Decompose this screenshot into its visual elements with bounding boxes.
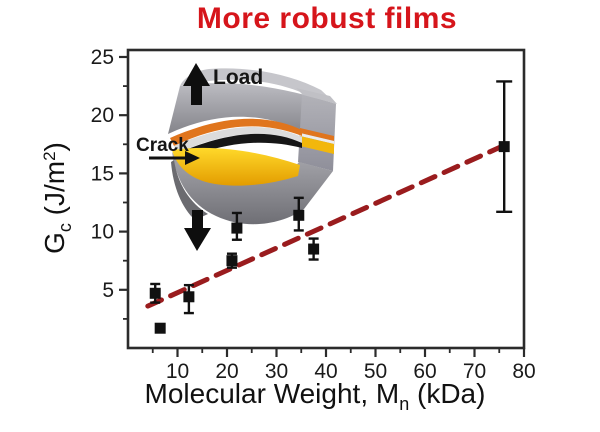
end-face-white-layer (300, 133, 334, 144)
x-tick-label: 50 (364, 360, 387, 383)
x-tick-label: 70 (463, 360, 486, 383)
data-point (149, 287, 161, 299)
load-arrow (183, 63, 210, 105)
y-axis-title: Gc (J/m2) (39, 142, 75, 254)
data-point (498, 141, 510, 153)
white-layer (174, 127, 302, 153)
data-point (231, 222, 243, 234)
beam-end-top-face (296, 88, 337, 104)
crack-arrow (149, 151, 200, 165)
orange-layer (170, 118, 302, 146)
bottom-beam-left-shade (171, 160, 208, 220)
x-tick-label: 30 (265, 360, 288, 383)
x-tick-label: 60 (413, 360, 436, 383)
data-point (226, 255, 238, 267)
y-tick-label: 20 (91, 104, 114, 127)
y-tick-label: 15 (91, 162, 114, 185)
data-point (154, 322, 166, 334)
end-face-orange-layer (300, 128, 334, 141)
trend-line (145, 140, 512, 309)
x-axis-title: Molecular Weight, Mn (kDa) (144, 378, 486, 414)
page-title: More robust films (196, 2, 458, 35)
chart-layer: 10 20 30 40 50 60 70 80 5 10 15 20 25 (91, 46, 536, 383)
top-beam-top-face (180, 68, 336, 104)
data-point (308, 243, 320, 255)
pull-down-arrow (184, 210, 211, 251)
y-tick-label: 25 (91, 46, 114, 69)
y-tick-label: 5 (102, 279, 114, 302)
end-face-yellow-layer (300, 136, 334, 154)
data-point (293, 209, 305, 221)
y-tick-label: 10 (91, 221, 114, 244)
data-point (183, 291, 195, 303)
x-tick-label: 40 (314, 360, 337, 383)
top-beam-front-face (168, 83, 336, 134)
x-tick-label: 20 (215, 360, 238, 383)
crack-label: Crack (136, 135, 189, 156)
x-tick-label: 10 (166, 360, 189, 383)
load-label: Load (213, 66, 263, 89)
dcb-test-illustration: Load Crack (136, 63, 337, 251)
x-tick-label: 80 (512, 360, 535, 383)
bottom-beam-yellow-face (172, 147, 300, 186)
